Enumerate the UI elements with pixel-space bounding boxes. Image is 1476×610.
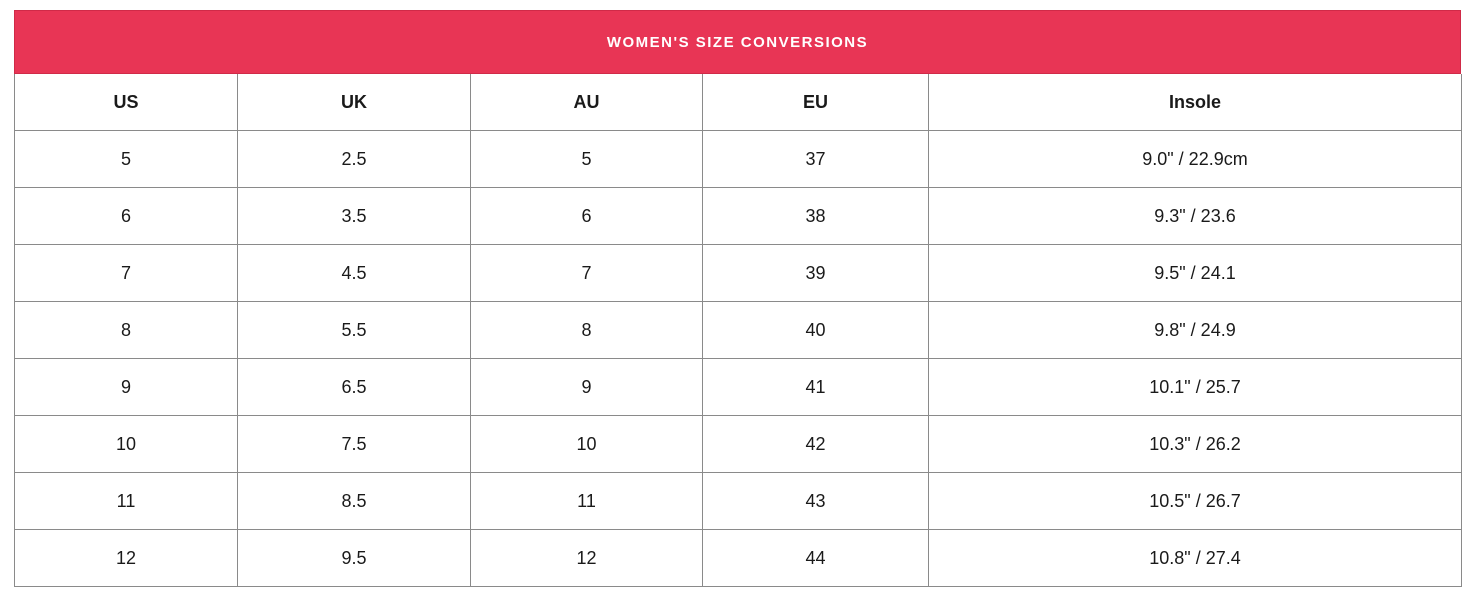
header-us: US [14, 74, 238, 131]
cell-eu: 39 [702, 244, 929, 302]
cell-uk: 5.5 [237, 301, 471, 359]
cell-uk: 2.5 [237, 130, 471, 188]
cell-au: 6 [470, 187, 703, 245]
cell-us: 7 [14, 244, 238, 302]
cell-us: 5 [14, 130, 238, 188]
size-conversion-table-container: WOMEN'S SIZE CONVERSIONS US UK AU EU Ins… [14, 10, 1462, 587]
cell-insole: 9.5" / 24.1 [928, 244, 1462, 302]
cell-au: 9 [470, 358, 703, 416]
cell-eu: 43 [702, 472, 929, 530]
cell-eu: 37 [702, 130, 929, 188]
table-row: 8 5.5 8 40 9.8" / 24.9 [14, 301, 1462, 359]
cell-insole: 9.3" / 23.6 [928, 187, 1462, 245]
cell-eu: 42 [702, 415, 929, 473]
table-row: 7 4.5 7 39 9.5" / 24.1 [14, 244, 1462, 302]
cell-eu: 41 [702, 358, 929, 416]
header-eu: EU [702, 74, 929, 131]
cell-au: 10 [470, 415, 703, 473]
cell-eu: 40 [702, 301, 929, 359]
cell-uk: 7.5 [237, 415, 471, 473]
table-row: 10 7.5 10 42 10.3" / 26.2 [14, 415, 1462, 473]
cell-uk: 8.5 [237, 472, 471, 530]
table-row: 9 6.5 9 41 10.1" / 25.7 [14, 358, 1462, 416]
cell-us: 8 [14, 301, 238, 359]
cell-au: 8 [470, 301, 703, 359]
cell-insole: 10.8" / 27.4 [928, 529, 1462, 587]
cell-eu: 38 [702, 187, 929, 245]
cell-us: 11 [14, 472, 238, 530]
cell-insole: 9.0" / 22.9cm [928, 130, 1462, 188]
cell-us: 9 [14, 358, 238, 416]
cell-au: 7 [470, 244, 703, 302]
table-row: 6 3.5 6 38 9.3" / 23.6 [14, 187, 1462, 245]
cell-us: 6 [14, 187, 238, 245]
header-row: US UK AU EU Insole [14, 74, 1462, 131]
cell-au: 12 [470, 529, 703, 587]
cell-insole: 10.1" / 25.7 [928, 358, 1462, 416]
cell-uk: 9.5 [237, 529, 471, 587]
cell-us: 12 [14, 529, 238, 587]
cell-uk: 3.5 [237, 187, 471, 245]
table-row: 12 9.5 12 44 10.8" / 27.4 [14, 529, 1462, 587]
header-au: AU [470, 74, 703, 131]
cell-eu: 44 [702, 529, 929, 587]
table-row: 5 2.5 5 37 9.0" / 22.9cm [14, 130, 1462, 188]
table-title: WOMEN'S SIZE CONVERSIONS [14, 10, 1461, 74]
header-insole: Insole [928, 74, 1462, 131]
cell-au: 5 [470, 130, 703, 188]
cell-insole: 10.3" / 26.2 [928, 415, 1462, 473]
cell-insole: 10.5" / 26.7 [928, 472, 1462, 530]
cell-uk: 4.5 [237, 244, 471, 302]
cell-us: 10 [14, 415, 238, 473]
table-row: 11 8.5 11 43 10.5" / 26.7 [14, 472, 1462, 530]
cell-uk: 6.5 [237, 358, 471, 416]
cell-au: 11 [470, 472, 703, 530]
size-conversion-table: US UK AU EU Insole 5 2.5 5 37 9.0" / 22.… [14, 74, 1462, 587]
header-uk: UK [237, 74, 471, 131]
cell-insole: 9.8" / 24.9 [928, 301, 1462, 359]
